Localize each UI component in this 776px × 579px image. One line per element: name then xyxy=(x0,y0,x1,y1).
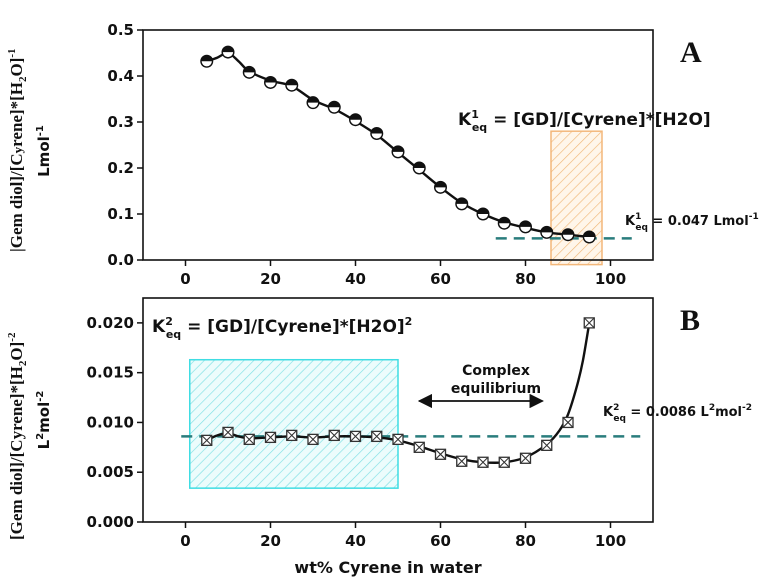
data-point xyxy=(562,416,574,429)
data-point xyxy=(561,228,575,242)
data-point xyxy=(264,431,277,444)
data-points-a xyxy=(200,45,596,244)
data-point xyxy=(519,452,532,464)
x-tick-label: 60 xyxy=(430,532,451,550)
highlight-region-a xyxy=(550,130,603,266)
data-point xyxy=(476,207,490,221)
data-point xyxy=(413,441,425,453)
x-tick-label: 40 xyxy=(345,532,366,550)
y-axis-label-a: |Gem diol]/[Cyrene]*[H2O]-1 xyxy=(6,48,29,252)
x-tick-label: 0 xyxy=(180,270,190,288)
data-point xyxy=(541,439,553,451)
x-tick-label: 40 xyxy=(345,270,366,288)
data-point xyxy=(412,161,426,175)
data-point xyxy=(286,429,298,442)
x-tick-label: 20 xyxy=(260,532,281,550)
axis-ticks-a: 0 20 40 60 80 100 0.0 0.1 0.2 0.3 0.4 0.5 xyxy=(107,21,626,288)
x-tick-label: 80 xyxy=(515,532,536,550)
y-axis-label-b-line2: L2mol-2 xyxy=(35,391,53,450)
data-point xyxy=(497,216,511,230)
complex-label-line1: Complex xyxy=(462,363,530,379)
data-point xyxy=(327,100,341,114)
panel-label-a: A xyxy=(680,36,702,69)
data-point xyxy=(519,220,533,234)
data-point xyxy=(455,197,469,211)
x-tick-label: 80 xyxy=(515,270,536,288)
data-point xyxy=(456,455,468,467)
x-tick-label: 100 xyxy=(595,270,626,288)
y-tick-label: 0.4 xyxy=(107,67,134,85)
y-tick-label: 0.000 xyxy=(87,513,134,531)
data-point xyxy=(370,126,384,140)
y-tick-label: 0.010 xyxy=(87,413,134,431)
y-tick-label: 0.5 xyxy=(107,21,134,39)
y-tick-label: 0.2 xyxy=(107,159,134,177)
data-point xyxy=(222,426,234,439)
x-tick-label: 20 xyxy=(260,270,281,288)
data-point xyxy=(264,75,278,89)
data-point xyxy=(392,433,404,446)
data-point xyxy=(434,448,447,460)
value-label-b: K2 eq = 0.0086 L2mol-2 xyxy=(603,403,752,424)
data-point xyxy=(540,225,554,239)
data-point xyxy=(242,65,256,79)
x-tick-label: 100 xyxy=(595,532,626,550)
axis-ticks-b: 0 20 40 60 80 100 0.000 0.005 0.010 0.015 0.020 xyxy=(87,314,627,550)
chart-a: 0 20 40 60 80 100 0.0 0.1 0.2 0.3 0.4 0.5 A K1 eq = … xyxy=(6,21,759,288)
data-point xyxy=(200,54,214,68)
equation-b: K2 eq = [GD]/[Cyrene]*[H2O]2 xyxy=(152,315,412,341)
data-point xyxy=(243,433,255,446)
x-axis-label: wt% Cyrene in water xyxy=(294,558,481,577)
panel-label-b: B xyxy=(680,304,700,337)
x-tick-label: 60 xyxy=(430,270,451,288)
y-axis-label-a-line2: Lmol-1 xyxy=(35,125,53,177)
y-tick-label: 0.1 xyxy=(107,205,134,223)
x-tick-label: 0 xyxy=(180,532,190,550)
data-point xyxy=(349,113,363,127)
data-points-b xyxy=(201,317,595,468)
y-tick-label: 0.005 xyxy=(87,463,134,481)
y-tick-label: 0.020 xyxy=(87,314,134,332)
data-point xyxy=(328,429,340,442)
data-point xyxy=(434,180,448,194)
data-point xyxy=(582,230,596,244)
data-point xyxy=(221,45,235,59)
data-point xyxy=(583,317,595,329)
data-point xyxy=(307,433,319,446)
data-point xyxy=(391,145,405,159)
equation-a: K1 eq = [GD]/[Cyrene]*[H2O] xyxy=(458,108,711,134)
data-point xyxy=(349,430,362,443)
data-point xyxy=(201,434,213,447)
fit-curve-a xyxy=(206,51,590,239)
y-axis-label-b: [Gem diol]/[Cyrene]*[H2O]-2 xyxy=(6,332,29,540)
plot-frame-a xyxy=(142,29,654,261)
highlight-region-b xyxy=(189,358,399,489)
value-label-a: K1 eq = 0.047 Lmol-1 xyxy=(625,212,759,233)
y-tick-label: 0.0 xyxy=(107,251,134,269)
y-tick-label: 0.3 xyxy=(107,113,134,131)
data-point xyxy=(477,456,489,468)
data-point xyxy=(498,456,510,468)
plot-frame-b xyxy=(142,297,654,523)
complex-label-line2: equilibrium xyxy=(451,381,541,397)
data-point xyxy=(371,430,383,443)
data-point xyxy=(306,96,320,110)
data-point xyxy=(285,78,299,92)
y-tick-label: 0.015 xyxy=(87,364,134,382)
